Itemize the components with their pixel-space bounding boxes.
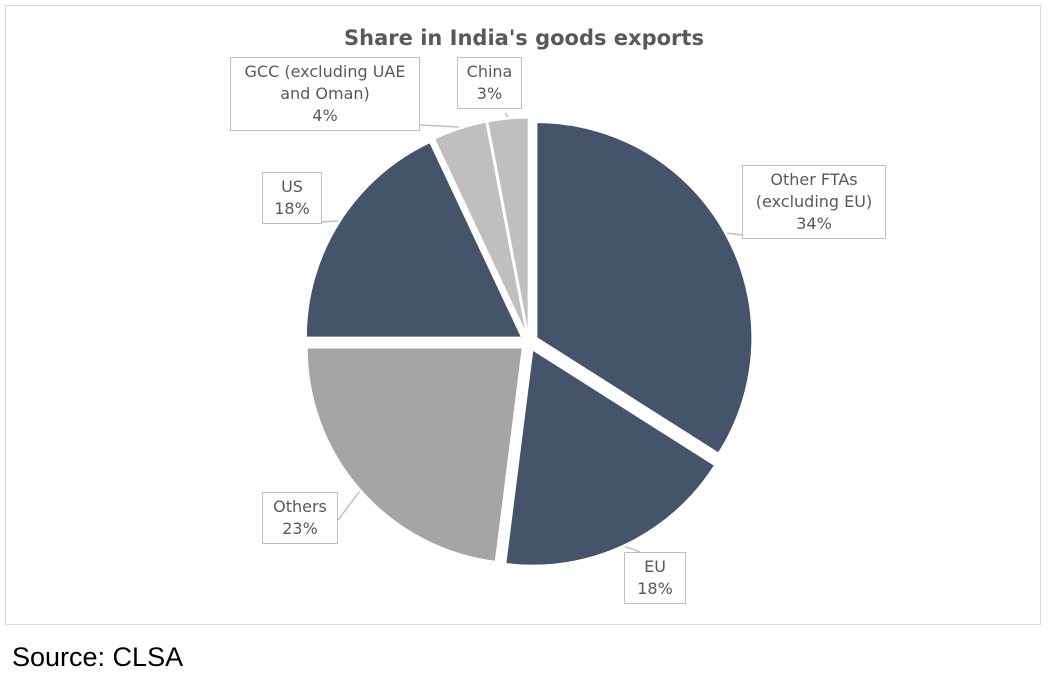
leader-line: [321, 220, 339, 223]
leader-line: [504, 112, 509, 118]
pie-slice-eu: [505, 349, 716, 566]
source-note: Source: CLSA: [12, 642, 184, 672]
pie-slice-other-ftas-excluding-eu: [536, 122, 753, 454]
leader-line: [419, 124, 460, 128]
label-us: US 18%: [262, 172, 322, 224]
pie-slice-us: [305, 141, 523, 338]
label-others: Others 23%: [262, 492, 338, 544]
label-china: China 3%: [457, 57, 522, 109]
pie-slice-china: [487, 117, 529, 334]
pie-slice-gcc-excluding-uae-and-oman: [434, 121, 527, 334]
pie-slice-others: [306, 347, 523, 562]
chart-title: Share in India's goods exports: [344, 26, 704, 50]
leader-line: [624, 545, 641, 553]
label-other-ftas: Other FTAs (excluding EU) 34%: [742, 165, 886, 239]
chart-frame: [5, 5, 1041, 625]
label-eu: EU 18%: [624, 552, 686, 604]
leader-line: [726, 232, 743, 236]
label-gcc: GCC (excluding UAE and Oman) 4%: [230, 57, 420, 131]
leader-line: [337, 491, 361, 521]
